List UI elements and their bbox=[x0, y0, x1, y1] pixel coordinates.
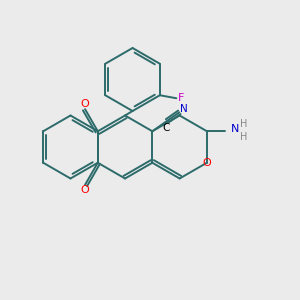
Text: O: O bbox=[81, 99, 89, 109]
Text: H: H bbox=[240, 132, 247, 142]
Text: O: O bbox=[81, 185, 89, 195]
Text: C: C bbox=[162, 122, 169, 133]
Text: H: H bbox=[240, 119, 247, 129]
Text: O: O bbox=[202, 158, 211, 168]
Text: N: N bbox=[231, 124, 240, 134]
Text: N: N bbox=[180, 104, 188, 114]
Text: F: F bbox=[178, 93, 184, 103]
